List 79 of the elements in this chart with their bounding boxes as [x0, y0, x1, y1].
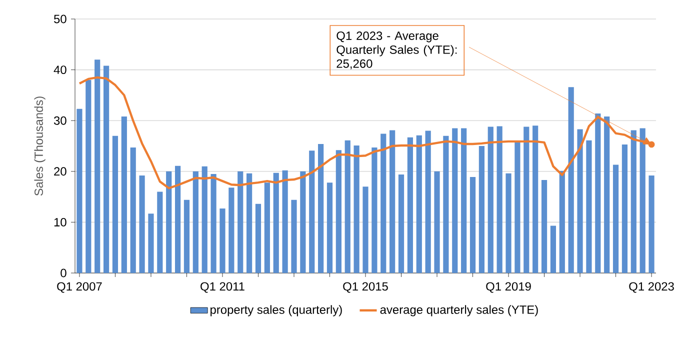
bar	[166, 171, 172, 273]
bar	[291, 200, 297, 273]
bar	[398, 174, 404, 273]
bar	[612, 164, 619, 273]
bar	[586, 140, 592, 273]
x-tick-label: Q1 2015	[343, 282, 388, 293]
bar	[210, 174, 216, 273]
x-tick-label: Q1 2019	[486, 282, 531, 293]
bar	[300, 171, 306, 273]
bar	[326, 182, 333, 273]
y-tick-label: 40	[54, 66, 66, 74]
bar	[568, 87, 574, 273]
bar	[112, 136, 118, 273]
bar	[541, 180, 548, 273]
bar	[246, 173, 252, 273]
y-tick-label: 20	[54, 167, 66, 176]
bar	[559, 170, 565, 273]
x-tick-label: Q1 2007	[57, 282, 102, 293]
y-tick-label: 10	[54, 218, 66, 226]
bar	[470, 176, 476, 273]
y-tick-label: 30	[54, 116, 66, 125]
bar	[407, 137, 413, 273]
bar	[103, 66, 110, 273]
bar	[425, 130, 431, 273]
bar	[238, 171, 244, 273]
y-tick-label: 50	[54, 14, 66, 24]
bar	[273, 172, 279, 273]
bar	[461, 128, 467, 273]
bar	[157, 192, 163, 273]
bar	[622, 144, 628, 273]
bar	[264, 182, 270, 273]
y-axis-title: Sales (Thousands)	[34, 96, 46, 196]
x-tick-label: Q1 2023	[629, 282, 674, 293]
bar	[202, 166, 208, 273]
bar	[192, 171, 198, 273]
legend-label: property sales (quarterly)	[210, 305, 342, 316]
bar	[282, 170, 288, 273]
bar	[76, 108, 82, 273]
bar	[452, 128, 458, 273]
bar	[506, 173, 512, 273]
bar	[434, 171, 440, 273]
bar	[488, 126, 494, 273]
bar	[228, 188, 234, 273]
bar	[416, 135, 422, 273]
bar	[148, 214, 154, 273]
bar	[139, 175, 145, 273]
bar	[630, 130, 636, 273]
bar	[550, 226, 556, 273]
bar	[362, 186, 368, 273]
bar	[443, 136, 449, 273]
annotation: Q1 2023 - Average Quarterly Sales (YTE): 25,260	[336, 31, 457, 70]
bar	[336, 150, 342, 273]
bar	[94, 60, 100, 273]
bar	[514, 141, 520, 273]
bar	[121, 116, 127, 273]
bar	[380, 134, 386, 273]
bar	[184, 200, 190, 273]
bar	[255, 204, 262, 273]
y-tick-label: 0	[60, 268, 66, 278]
legend-label: average quarterly sales (YTE)	[380, 305, 538, 316]
bar	[86, 80, 92, 273]
bar	[354, 145, 360, 273]
bar	[478, 146, 484, 273]
bar	[372, 148, 378, 273]
bar	[309, 150, 315, 273]
bar	[174, 166, 181, 273]
bar	[595, 113, 601, 273]
bar	[532, 126, 538, 273]
bar	[524, 126, 530, 273]
bar	[130, 148, 136, 273]
bar	[344, 140, 350, 273]
bar	[220, 208, 226, 273]
bar	[390, 130, 396, 273]
bar	[577, 129, 583, 273]
x-tick-label: Q1 2011	[200, 282, 244, 293]
bar	[648, 175, 654, 273]
bar	[496, 126, 502, 273]
bar	[604, 116, 610, 273]
bar	[318, 144, 324, 273]
